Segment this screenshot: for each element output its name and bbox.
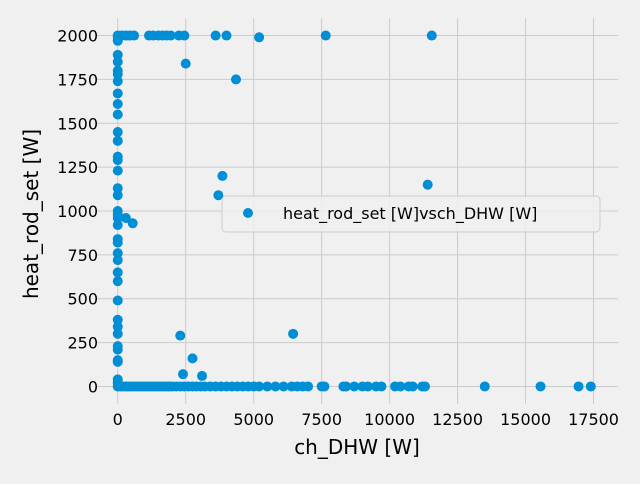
data-point bbox=[165, 30, 176, 41]
data-point bbox=[395, 381, 406, 392]
data-point bbox=[112, 321, 123, 332]
tick-labels: 0 2500 5000 7500 10000 12500 15000 17500 0 250 500… bbox=[57, 27, 619, 429]
data-point bbox=[187, 353, 198, 364]
data-point bbox=[197, 370, 208, 381]
data-point bbox=[112, 328, 123, 339]
data-point bbox=[112, 88, 123, 99]
legend-box bbox=[221, 195, 601, 233]
data-point bbox=[262, 381, 273, 392]
x-tick-label: 12500 bbox=[432, 410, 483, 429]
data-point bbox=[112, 183, 123, 194]
data-point bbox=[426, 30, 437, 41]
data-point bbox=[213, 190, 224, 201]
data-point bbox=[210, 30, 221, 41]
legend-entry-label: heat_rod_set [W]vsch_DHW [W] bbox=[283, 204, 537, 224]
data-point bbox=[112, 220, 123, 231]
data-point bbox=[319, 381, 330, 392]
data-point bbox=[362, 381, 373, 392]
data-point bbox=[129, 30, 140, 41]
data-point bbox=[112, 127, 123, 138]
data-point bbox=[585, 381, 596, 392]
data-point bbox=[180, 58, 191, 69]
data-point bbox=[112, 49, 123, 60]
data-point bbox=[127, 218, 138, 229]
data-point bbox=[112, 295, 123, 306]
data-point bbox=[178, 369, 188, 380]
data-point bbox=[217, 170, 228, 181]
data-point bbox=[407, 381, 418, 392]
x-tick-label: 15000 bbox=[500, 410, 551, 429]
y-tick-label: 250 bbox=[67, 334, 98, 353]
x-axis-label: ch_DHW [W] bbox=[294, 435, 420, 459]
y-tick-label: 0 bbox=[88, 377, 98, 396]
data-point bbox=[112, 255, 123, 266]
data-point bbox=[175, 330, 186, 341]
y-tick-label: 1500 bbox=[57, 114, 98, 133]
x-tick-label: 2500 bbox=[165, 410, 206, 429]
data-point bbox=[112, 98, 123, 109]
data-point bbox=[270, 381, 281, 392]
data-point bbox=[419, 381, 430, 392]
y-tick-label: 500 bbox=[67, 290, 98, 309]
data-point bbox=[112, 165, 123, 176]
data-point bbox=[112, 76, 123, 87]
data-point bbox=[573, 381, 584, 392]
data-point bbox=[278, 381, 289, 392]
data-point bbox=[112, 69, 123, 80]
data-point bbox=[422, 179, 433, 190]
x-tick-label: 7500 bbox=[301, 410, 342, 429]
data-point bbox=[112, 135, 123, 146]
data-point bbox=[112, 155, 123, 166]
data-point bbox=[112, 356, 123, 367]
data-point bbox=[120, 213, 131, 224]
data-point bbox=[479, 381, 490, 392]
data-point bbox=[376, 381, 387, 392]
data-point bbox=[112, 276, 123, 287]
y-tick-label: 1250 bbox=[57, 158, 98, 177]
data-point bbox=[231, 74, 242, 85]
data-point bbox=[254, 381, 265, 392]
data-point bbox=[112, 213, 123, 224]
data-point bbox=[320, 30, 331, 41]
x-tick-label: 10000 bbox=[364, 410, 415, 429]
x-tick-label: 17500 bbox=[568, 410, 619, 429]
x-tick-label: 0 bbox=[113, 410, 123, 429]
y-axis-label: heat_rod_set [W] bbox=[19, 129, 43, 299]
data-point bbox=[112, 109, 123, 120]
data-point bbox=[112, 344, 123, 355]
data-point bbox=[535, 381, 546, 392]
y-tick-label: 2000 bbox=[57, 27, 98, 46]
legend: heat_rod_set [W]vsch_DHW [W] bbox=[221, 195, 601, 233]
y-tick-label: 1000 bbox=[57, 202, 98, 221]
data-point bbox=[112, 248, 123, 259]
data-point bbox=[179, 30, 190, 41]
data-point bbox=[341, 381, 352, 392]
y-tick-label: 750 bbox=[67, 246, 98, 265]
data-point bbox=[112, 267, 123, 278]
x-tick-label: 5000 bbox=[233, 410, 274, 429]
data-point bbox=[288, 328, 299, 339]
data-point bbox=[221, 30, 232, 41]
y-tick-label: 1750 bbox=[57, 70, 98, 89]
legend-marker bbox=[243, 208, 253, 218]
data-point bbox=[112, 56, 123, 67]
data-points bbox=[112, 30, 596, 392]
data-point bbox=[112, 190, 123, 201]
data-point bbox=[349, 381, 360, 392]
data-point bbox=[303, 381, 314, 392]
data-point bbox=[112, 237, 123, 248]
data-point bbox=[254, 32, 265, 43]
data-point bbox=[112, 314, 123, 325]
